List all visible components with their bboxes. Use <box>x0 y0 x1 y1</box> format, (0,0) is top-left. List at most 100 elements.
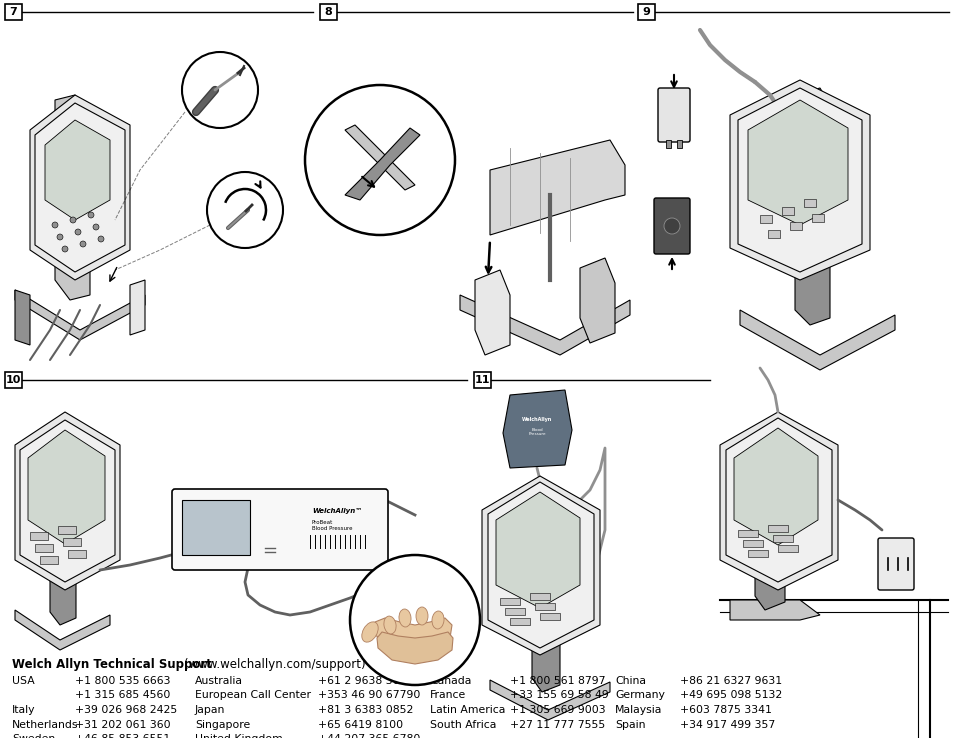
Text: United Kingdom: United Kingdom <box>194 734 282 738</box>
Circle shape <box>88 212 94 218</box>
Circle shape <box>75 229 81 235</box>
Bar <box>58 526 76 534</box>
Bar <box>742 540 762 547</box>
Text: +39 026 968 2425: +39 026 968 2425 <box>75 705 177 715</box>
Text: South Africa: South Africa <box>430 720 496 729</box>
Circle shape <box>92 224 99 230</box>
Bar <box>677 140 681 148</box>
Circle shape <box>98 236 104 242</box>
Text: Japan: Japan <box>194 705 225 715</box>
Text: +34 917 499 357: +34 917 499 357 <box>679 720 775 729</box>
Bar <box>5 372 22 388</box>
Bar <box>539 613 559 620</box>
Polygon shape <box>30 95 130 280</box>
Bar <box>789 222 801 230</box>
Polygon shape <box>754 422 784 610</box>
Polygon shape <box>490 680 609 720</box>
Polygon shape <box>733 428 817 545</box>
Bar <box>474 372 491 388</box>
Bar <box>767 525 787 532</box>
Polygon shape <box>35 103 125 272</box>
Circle shape <box>52 222 58 228</box>
Polygon shape <box>376 632 453 664</box>
Bar <box>504 608 524 615</box>
Text: Italy: Italy <box>12 705 35 715</box>
Text: +46 85 853 6551: +46 85 853 6551 <box>75 734 170 738</box>
Text: +33 155 69 58 49: +33 155 69 58 49 <box>510 691 608 700</box>
Polygon shape <box>375 618 452 648</box>
Polygon shape <box>459 295 629 355</box>
Text: +603 7875 3341: +603 7875 3341 <box>679 705 771 715</box>
Bar <box>772 535 792 542</box>
Polygon shape <box>496 492 579 608</box>
Text: Germany: Germany <box>615 691 664 700</box>
Text: +61 2 9638 3000: +61 2 9638 3000 <box>317 676 414 686</box>
Polygon shape <box>794 88 829 325</box>
Text: Latin America: Latin America <box>430 705 505 715</box>
Text: Malaysia: Malaysia <box>615 705 661 715</box>
Text: 9: 9 <box>642 7 650 17</box>
Bar <box>535 603 555 610</box>
Text: 10: 10 <box>6 375 21 385</box>
Bar <box>499 598 519 605</box>
Bar <box>5 4 22 20</box>
Polygon shape <box>725 418 831 582</box>
Bar <box>747 550 767 557</box>
Text: France: France <box>430 691 466 700</box>
Polygon shape <box>747 100 847 225</box>
Text: +1 800 561 8797: +1 800 561 8797 <box>510 676 605 686</box>
Text: WelchAllyn: WelchAllyn <box>521 418 552 422</box>
Text: USA: USA <box>12 676 34 686</box>
Bar <box>319 4 336 20</box>
Polygon shape <box>490 140 624 235</box>
Text: +44 207 365 6780: +44 207 365 6780 <box>317 734 420 738</box>
Polygon shape <box>15 412 120 590</box>
Bar <box>665 140 670 148</box>
Text: 8: 8 <box>324 7 332 17</box>
Bar <box>182 500 250 555</box>
Circle shape <box>182 52 257 128</box>
Bar <box>63 538 81 546</box>
Bar <box>35 544 53 552</box>
Circle shape <box>305 85 455 235</box>
Text: +1 315 685 4560: +1 315 685 4560 <box>75 691 171 700</box>
Bar <box>510 618 530 625</box>
Circle shape <box>350 555 479 685</box>
Text: Blood
Pressure: Blood Pressure <box>528 428 545 436</box>
Text: WelchAllyn™: WelchAllyn™ <box>312 508 362 514</box>
Text: Singapore: Singapore <box>194 720 250 729</box>
Ellipse shape <box>361 622 377 642</box>
Bar <box>811 214 823 222</box>
Circle shape <box>62 246 68 252</box>
Text: +1 305 669 9003: +1 305 669 9003 <box>510 705 605 715</box>
Text: 11: 11 <box>475 375 490 385</box>
Polygon shape <box>15 290 145 340</box>
Text: Sweden: Sweden <box>12 734 55 738</box>
Polygon shape <box>28 430 105 544</box>
Polygon shape <box>45 120 110 220</box>
Circle shape <box>80 241 86 247</box>
Text: Canada: Canada <box>430 676 471 686</box>
Polygon shape <box>50 423 76 625</box>
Text: Spain: Spain <box>615 720 645 729</box>
Text: (www.welchallyn.com/support): (www.welchallyn.com/support) <box>184 658 365 671</box>
Text: +27 11 777 7555: +27 11 777 7555 <box>510 720 604 729</box>
Text: +1 800 535 6663: +1 800 535 6663 <box>75 676 171 686</box>
Polygon shape <box>720 412 837 590</box>
FancyBboxPatch shape <box>654 198 689 254</box>
Text: ProBeat
Blood Pressure: ProBeat Blood Pressure <box>312 520 352 531</box>
Polygon shape <box>130 280 145 335</box>
Polygon shape <box>345 128 419 200</box>
Polygon shape <box>729 80 869 280</box>
Polygon shape <box>55 95 90 300</box>
Bar <box>638 4 655 20</box>
Circle shape <box>663 218 679 234</box>
Ellipse shape <box>416 607 428 625</box>
Ellipse shape <box>383 616 395 634</box>
Text: China: China <box>615 676 645 686</box>
Polygon shape <box>345 125 415 190</box>
Ellipse shape <box>398 609 411 627</box>
FancyBboxPatch shape <box>877 538 913 590</box>
Polygon shape <box>15 290 30 345</box>
Text: +81 3 6383 0852: +81 3 6383 0852 <box>317 705 413 715</box>
